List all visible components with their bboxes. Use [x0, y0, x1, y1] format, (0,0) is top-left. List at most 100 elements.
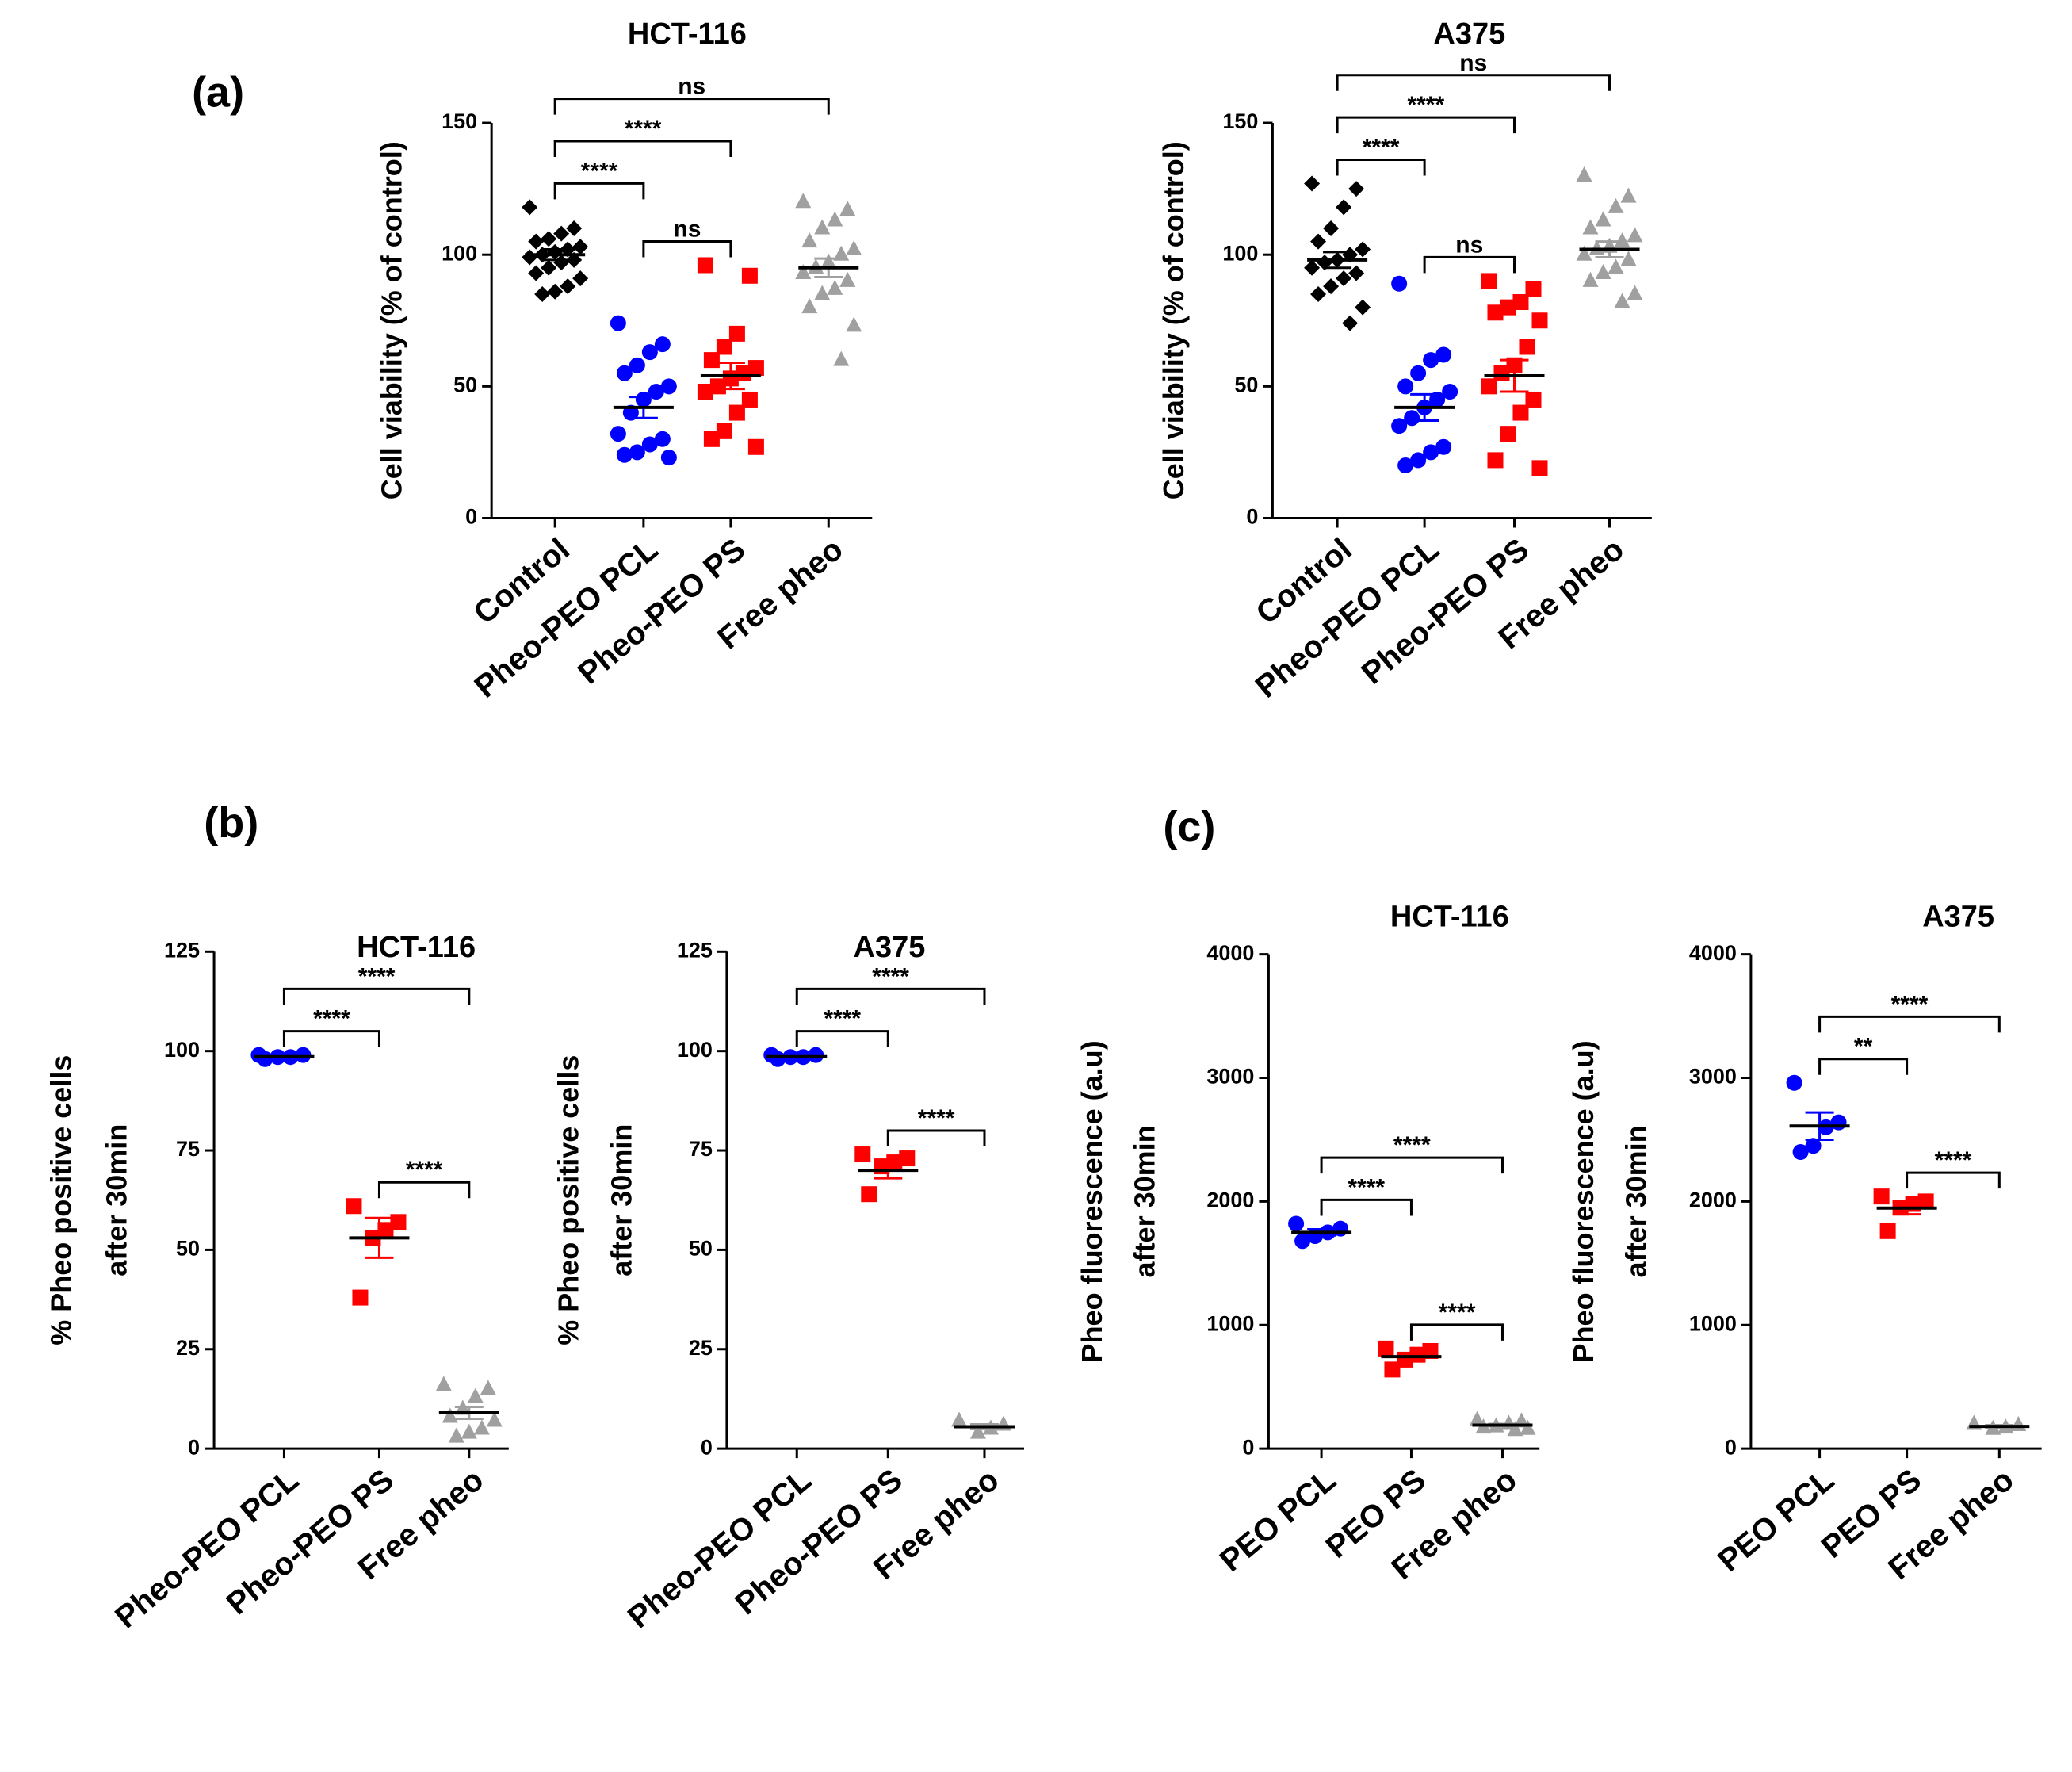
significance-label: ns — [1459, 50, 1487, 76]
data-point — [1310, 233, 1327, 250]
significance-label: ns — [678, 74, 705, 100]
y-tick-label: 100 — [442, 241, 477, 265]
data-point — [741, 391, 758, 408]
data-point — [1288, 1215, 1305, 1232]
data-point — [814, 219, 831, 235]
y-tick-label: 0 — [1725, 1435, 1737, 1459]
x-tick-label: PEO PCL — [1214, 1462, 1343, 1579]
data-point — [442, 1407, 458, 1423]
significance-bracket — [1409, 1323, 1504, 1341]
y-tick-label: 4000 — [1206, 941, 1254, 965]
data-point — [1410, 452, 1427, 469]
data-point — [1627, 285, 1643, 300]
significance-bracket — [795, 987, 986, 1005]
data-point — [473, 1419, 490, 1435]
data-point — [839, 201, 856, 216]
y-axis-label: % Pheo positive cells — [45, 1055, 78, 1345]
y-tick-label: 50 — [176, 1237, 200, 1261]
data-point — [846, 240, 862, 256]
y-tick-label: 150 — [442, 109, 477, 133]
data-point — [703, 431, 720, 447]
data-point — [697, 257, 713, 274]
significance-bracket — [1818, 1015, 2001, 1033]
significance-label: **** — [581, 158, 618, 184]
data-point — [467, 1387, 484, 1403]
chart-title: HCT-116 — [628, 17, 747, 51]
significance-bracket — [1423, 255, 1516, 274]
data-point — [709, 378, 726, 395]
data-point — [1409, 1346, 1426, 1363]
y-tick-label: 0 — [701, 1435, 713, 1459]
y-tick-label: 100 — [164, 1038, 200, 1062]
data-point — [839, 271, 856, 287]
y-tick-label: 50 — [1234, 373, 1258, 396]
y-tick-label: 3000 — [1689, 1065, 1737, 1089]
x-tick-label: PEO PCL — [1711, 1462, 1841, 1579]
significance-bracket — [1336, 116, 1516, 134]
data-point — [553, 255, 570, 271]
significance-bracket — [1336, 74, 1611, 91]
data-point — [1500, 426, 1516, 442]
data-point — [654, 431, 671, 447]
data-point — [801, 232, 818, 248]
data-point — [435, 1376, 452, 1391]
y-axis-label: after 30min — [101, 1124, 133, 1276]
significance-bracket — [282, 1030, 380, 1047]
data-point — [716, 423, 732, 439]
data-point — [1595, 263, 1611, 279]
y-tick-label: 3000 — [1206, 1065, 1254, 1089]
data-point — [846, 316, 862, 332]
data-point — [1442, 383, 1458, 400]
significance-bracket — [282, 987, 471, 1005]
y-axis-label: Cell viability (% of control) — [375, 141, 407, 499]
data-point — [1355, 299, 1371, 316]
significance-bracket — [377, 1181, 471, 1199]
significance-bracket — [1906, 1171, 2001, 1189]
chart-title: HCT-116 — [357, 931, 476, 964]
y-tick-label: 125 — [677, 938, 713, 962]
data-point — [1507, 1421, 1523, 1437]
data-point — [522, 199, 538, 216]
significance-label: **** — [1393, 1132, 1431, 1158]
data-point — [1469, 1410, 1485, 1426]
significance-label: **** — [1891, 991, 1929, 1017]
data-point — [486, 1411, 503, 1427]
data-point — [448, 1427, 464, 1443]
data-point — [654, 336, 671, 353]
data-point — [861, 1186, 877, 1203]
significance-label: **** — [1407, 92, 1444, 118]
y-axis-label: % Pheo positive cells — [552, 1055, 585, 1345]
data-point — [641, 436, 658, 453]
data-point — [703, 352, 720, 369]
significance-bracket — [886, 1129, 986, 1147]
data-point — [1435, 438, 1452, 455]
x-tick-label: Pheo-PEO PS — [728, 1462, 909, 1621]
data-point — [741, 267, 758, 284]
data-point — [629, 357, 645, 373]
significance-bracket — [1320, 1156, 1504, 1174]
data-point — [1487, 452, 1504, 469]
data-point — [1873, 1188, 1890, 1205]
data-point — [1520, 1419, 1536, 1435]
panel-label: (b) — [204, 799, 258, 847]
data-point — [1323, 278, 1340, 295]
data-point — [1355, 241, 1371, 258]
data-point — [1397, 457, 1414, 474]
data-point — [522, 249, 538, 266]
y-tick-label: 100 — [1222, 241, 1258, 265]
y-tick-label: 50 — [453, 373, 477, 396]
chart-title: A375 — [1433, 17, 1505, 51]
significance-bracket — [1320, 1198, 1413, 1216]
data-point — [1422, 1342, 1439, 1359]
data-point — [827, 279, 843, 295]
y-tick-label: 1000 — [1206, 1311, 1254, 1335]
significance-label: **** — [625, 116, 662, 142]
significance-label: ns — [673, 216, 701, 242]
significance-label: **** — [1935, 1147, 1972, 1173]
data-point — [346, 1198, 362, 1215]
data-point — [352, 1289, 369, 1306]
y-tick-label: 0 — [1246, 505, 1258, 529]
data-point — [1481, 378, 1497, 395]
data-point — [1614, 293, 1630, 308]
